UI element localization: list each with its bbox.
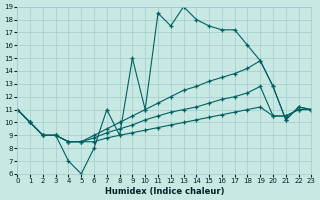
X-axis label: Humidex (Indice chaleur): Humidex (Indice chaleur) [105, 187, 224, 196]
